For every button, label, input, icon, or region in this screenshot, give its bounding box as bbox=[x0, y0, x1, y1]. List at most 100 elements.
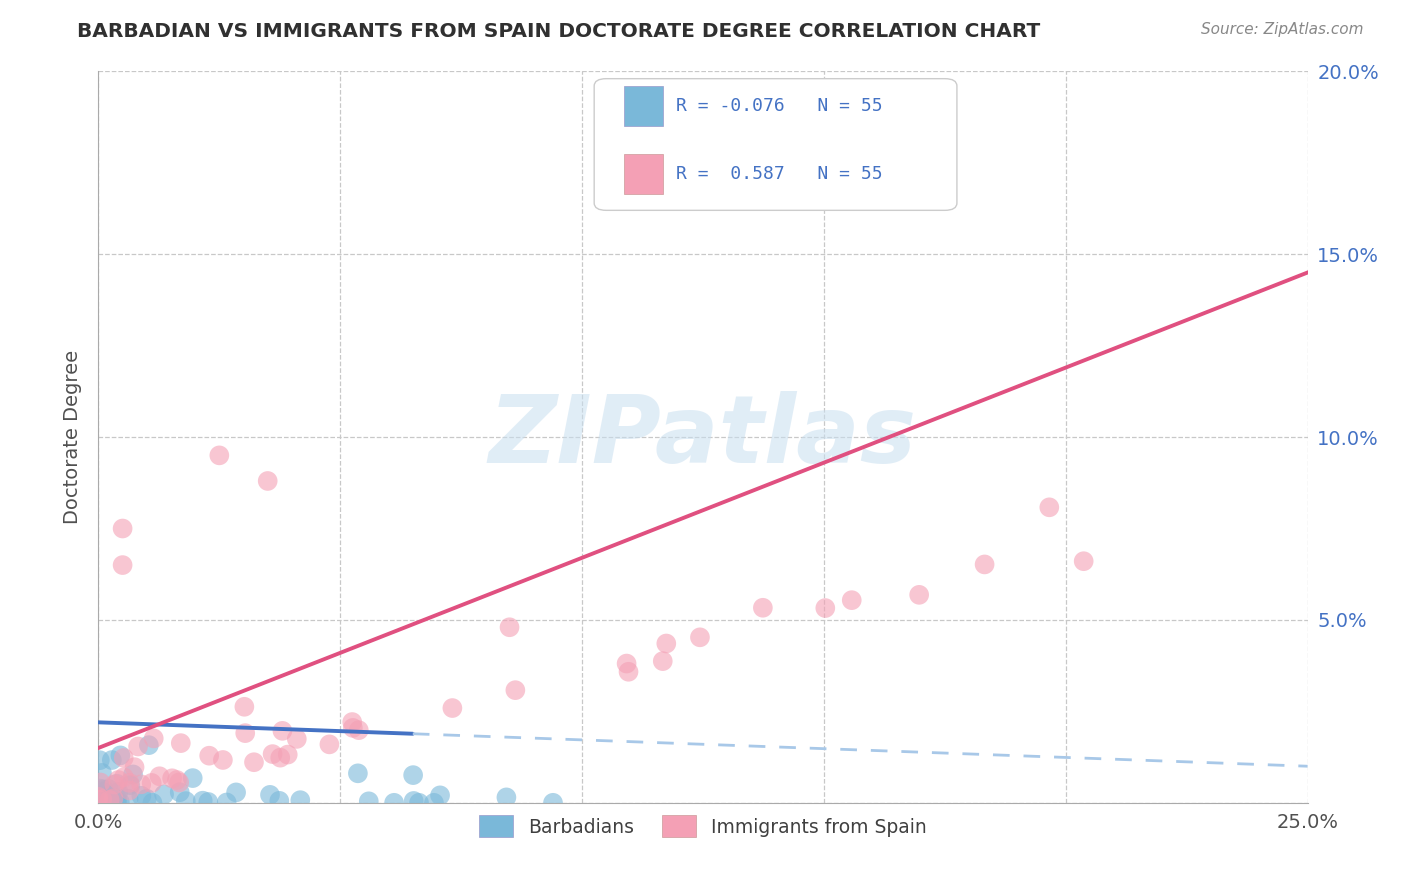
Point bbox=[120, 778, 142, 792]
Point bbox=[98, 793, 121, 807]
Text: Source: ZipAtlas.com: Source: ZipAtlas.com bbox=[1201, 22, 1364, 37]
Text: BARBADIAN VS IMMIGRANTS FROM SPAIN DOCTORATE DEGREE CORRELATION CHART: BARBADIAN VS IMMIGRANTS FROM SPAIN DOCTO… bbox=[77, 22, 1040, 41]
Point bbox=[243, 756, 266, 770]
Point bbox=[91, 789, 114, 804]
Point bbox=[111, 558, 134, 573]
Point bbox=[617, 665, 640, 679]
Point bbox=[347, 723, 370, 738]
Point bbox=[103, 778, 125, 792]
Point bbox=[105, 792, 128, 806]
Point bbox=[91, 785, 114, 799]
Point bbox=[141, 776, 163, 790]
Point bbox=[256, 474, 278, 488]
Point bbox=[225, 785, 247, 799]
Point bbox=[93, 795, 115, 809]
Text: ZIPatlas: ZIPatlas bbox=[489, 391, 917, 483]
Point bbox=[87, 794, 110, 808]
Point bbox=[342, 721, 364, 735]
Point bbox=[97, 782, 120, 797]
Point bbox=[87, 790, 110, 805]
Point bbox=[138, 738, 160, 752]
Point bbox=[96, 794, 118, 808]
Point bbox=[105, 777, 128, 791]
Point bbox=[215, 796, 238, 810]
Point bbox=[107, 772, 129, 787]
Point bbox=[170, 736, 193, 750]
Point bbox=[108, 795, 131, 809]
Point bbox=[148, 769, 170, 783]
Point bbox=[689, 630, 711, 644]
Legend: Barbadians, Immigrants from Spain: Barbadians, Immigrants from Spain bbox=[472, 808, 934, 845]
Point bbox=[174, 794, 197, 808]
Point bbox=[181, 771, 204, 785]
Point bbox=[191, 794, 214, 808]
Text: R =  0.587   N = 55: R = 0.587 N = 55 bbox=[676, 165, 883, 183]
Point bbox=[357, 794, 380, 808]
Point bbox=[160, 772, 183, 786]
Point bbox=[212, 753, 235, 767]
Point bbox=[122, 767, 145, 781]
Point bbox=[495, 790, 517, 805]
Point bbox=[90, 796, 112, 810]
Point bbox=[382, 796, 405, 810]
Point bbox=[105, 795, 128, 809]
Point bbox=[541, 796, 564, 810]
Point bbox=[347, 766, 370, 780]
Point bbox=[1073, 554, 1095, 568]
Point bbox=[127, 739, 149, 754]
Point bbox=[131, 789, 153, 803]
Point bbox=[117, 792, 139, 806]
Point bbox=[153, 788, 176, 802]
Point bbox=[651, 654, 673, 668]
Point bbox=[89, 795, 111, 809]
Point bbox=[124, 760, 146, 774]
Point bbox=[841, 593, 863, 607]
Point bbox=[166, 772, 188, 787]
Point bbox=[93, 787, 115, 801]
Point bbox=[89, 794, 111, 808]
Bar bbox=[624, 86, 664, 127]
Point bbox=[498, 620, 520, 634]
Point bbox=[655, 636, 678, 650]
Point bbox=[269, 794, 291, 808]
Point bbox=[142, 731, 165, 746]
Point bbox=[441, 701, 464, 715]
Y-axis label: Doctorate Degree: Doctorate Degree bbox=[63, 350, 82, 524]
Point bbox=[118, 783, 141, 797]
Bar bbox=[624, 154, 664, 194]
Point bbox=[169, 785, 191, 799]
Point bbox=[167, 775, 190, 789]
Point bbox=[90, 795, 112, 809]
Point bbox=[342, 714, 364, 729]
Point bbox=[277, 747, 299, 762]
Point bbox=[87, 792, 110, 806]
Point bbox=[1038, 500, 1060, 515]
Point bbox=[908, 588, 931, 602]
Point bbox=[269, 750, 291, 764]
Point bbox=[429, 789, 451, 803]
Point bbox=[111, 521, 134, 535]
Point bbox=[89, 775, 111, 789]
Point bbox=[290, 793, 312, 807]
Point bbox=[198, 748, 221, 763]
Point bbox=[402, 794, 425, 808]
Point bbox=[233, 699, 256, 714]
Point bbox=[110, 748, 132, 763]
Point bbox=[93, 782, 115, 797]
Point bbox=[208, 448, 231, 462]
Point bbox=[973, 558, 995, 572]
Point bbox=[141, 796, 163, 810]
Point bbox=[98, 793, 121, 807]
FancyBboxPatch shape bbox=[595, 78, 957, 211]
Point bbox=[408, 796, 430, 810]
Point bbox=[318, 737, 340, 751]
Point bbox=[262, 747, 284, 761]
Point bbox=[100, 795, 122, 809]
Point bbox=[285, 731, 308, 746]
Point bbox=[271, 723, 294, 738]
Point bbox=[135, 791, 157, 805]
Point bbox=[233, 726, 256, 740]
Point bbox=[107, 785, 129, 799]
Point bbox=[91, 765, 114, 780]
Point bbox=[94, 796, 117, 810]
